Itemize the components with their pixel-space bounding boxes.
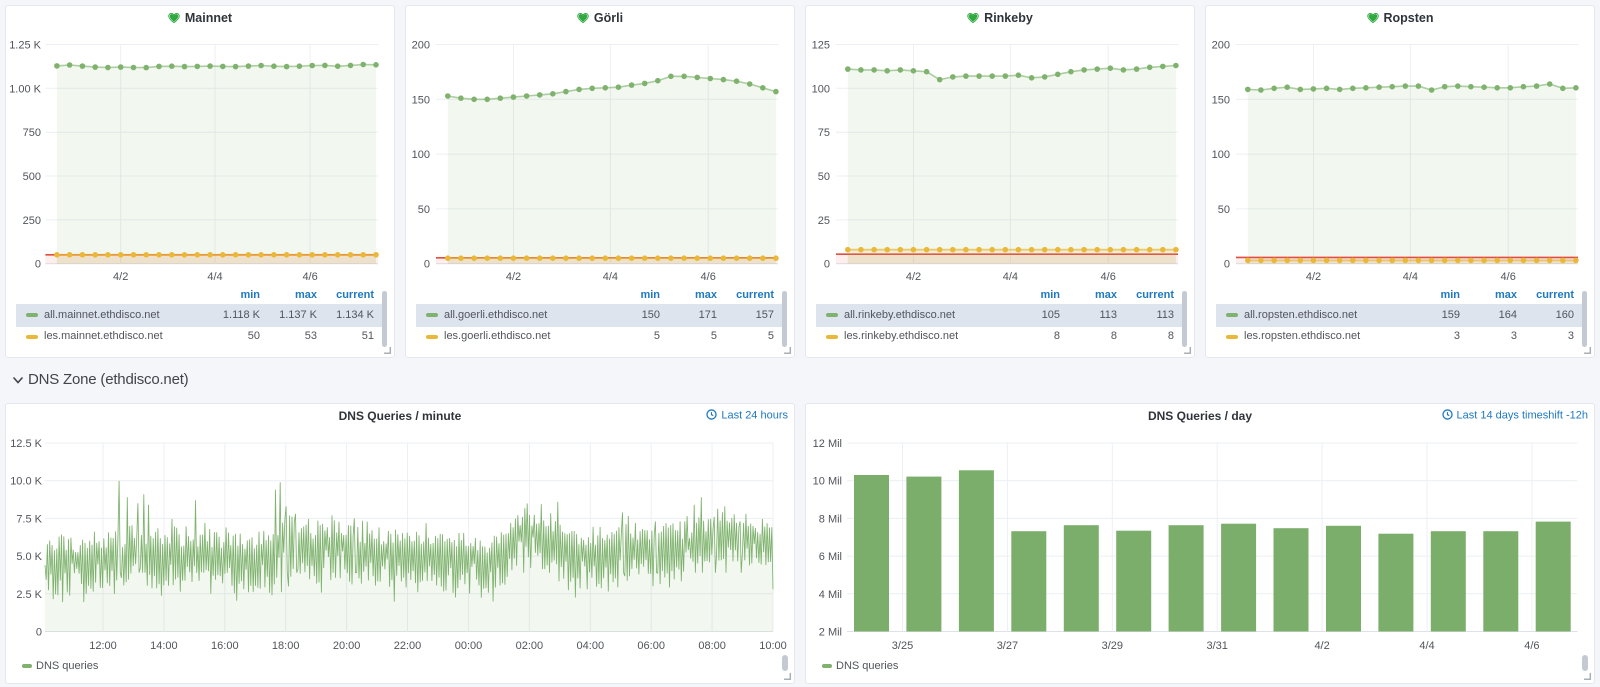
svg-text:22:00: 22:00: [394, 640, 422, 652]
svg-text:250: 250: [23, 215, 41, 227]
svg-text:4/4: 4/4: [1419, 640, 1434, 652]
svg-text:750: 750: [23, 127, 41, 139]
svg-text:10.0 K: 10.0 K: [10, 476, 42, 488]
svg-text:3/29: 3/29: [1102, 640, 1123, 652]
svg-text:08:00: 08:00: [698, 640, 726, 652]
svg-text:150: 150: [1212, 94, 1230, 106]
svg-text:4/4: 4/4: [1403, 271, 1418, 283]
svg-text:100: 100: [1212, 149, 1230, 161]
svg-text:4/2: 4/2: [906, 271, 921, 283]
svg-text:4/2: 4/2: [1306, 271, 1321, 283]
svg-text:00:00: 00:00: [455, 640, 483, 652]
svg-text:0: 0: [424, 259, 430, 271]
svg-text:7.5 K: 7.5 K: [16, 513, 42, 525]
svg-text:4/6: 4/6: [1101, 271, 1116, 283]
svg-text:16:00: 16:00: [211, 640, 239, 652]
svg-text:4/4: 4/4: [603, 271, 618, 283]
svg-text:2 Mil: 2 Mil: [819, 627, 842, 639]
svg-text:4/2: 4/2: [506, 271, 521, 283]
svg-text:12.5 K: 12.5 K: [10, 438, 42, 450]
svg-text:200: 200: [412, 40, 430, 52]
svg-text:0: 0: [1224, 259, 1230, 271]
svg-text:3/25: 3/25: [892, 640, 913, 652]
svg-text:8 Mil: 8 Mil: [819, 513, 842, 525]
svg-text:02:00: 02:00: [516, 640, 544, 652]
svg-text:5.0 K: 5.0 K: [16, 551, 42, 563]
svg-text:100: 100: [812, 83, 830, 95]
svg-text:2.5 K: 2.5 K: [16, 589, 42, 601]
svg-text:04:00: 04:00: [577, 640, 605, 652]
svg-text:125: 125: [812, 40, 830, 52]
svg-text:4 Mil: 4 Mil: [819, 589, 842, 601]
svg-text:4/2: 4/2: [1314, 640, 1329, 652]
svg-text:4/2: 4/2: [113, 271, 128, 283]
svg-text:0: 0: [35, 259, 41, 271]
svg-text:14:00: 14:00: [150, 640, 178, 652]
svg-text:12 Mil: 12 Mil: [813, 438, 842, 450]
svg-text:75: 75: [818, 127, 830, 139]
svg-text:4/4: 4/4: [1003, 271, 1018, 283]
svg-text:1.25 K: 1.25 K: [9, 40, 41, 52]
svg-text:6 Mil: 6 Mil: [819, 551, 842, 563]
svg-text:20:00: 20:00: [333, 640, 361, 652]
svg-text:200: 200: [1212, 40, 1230, 52]
svg-text:0: 0: [824, 259, 830, 271]
svg-text:06:00: 06:00: [637, 640, 665, 652]
svg-text:10:00: 10:00: [759, 640, 787, 652]
svg-text:3/27: 3/27: [997, 640, 1018, 652]
svg-text:100: 100: [412, 149, 430, 161]
svg-text:3/31: 3/31: [1206, 640, 1227, 652]
svg-text:4/6: 4/6: [1501, 271, 1516, 283]
svg-text:1.00 K: 1.00 K: [9, 83, 41, 95]
svg-text:4/4: 4/4: [207, 271, 222, 283]
svg-text:0: 0: [36, 627, 42, 639]
svg-text:18:00: 18:00: [272, 640, 300, 652]
svg-text:4/6: 4/6: [701, 271, 716, 283]
svg-text:4/6: 4/6: [302, 271, 317, 283]
svg-text:50: 50: [418, 204, 430, 216]
svg-text:25: 25: [818, 215, 830, 227]
svg-text:50: 50: [818, 171, 830, 183]
svg-text:500: 500: [23, 171, 41, 183]
svg-text:50: 50: [1218, 204, 1230, 216]
svg-text:12:00: 12:00: [89, 640, 117, 652]
svg-text:10 Mil: 10 Mil: [813, 476, 842, 488]
svg-text:150: 150: [412, 94, 430, 106]
svg-text:4/6: 4/6: [1524, 640, 1539, 652]
